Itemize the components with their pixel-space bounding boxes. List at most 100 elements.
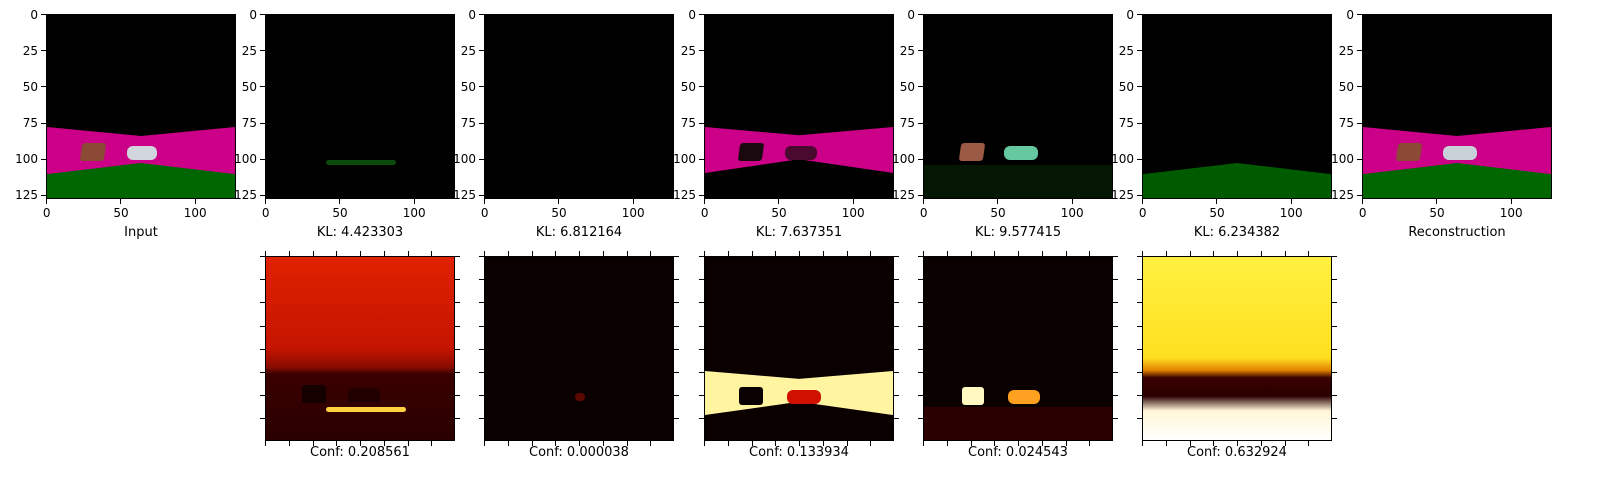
y-tick-label: 0: [249, 7, 257, 22]
x-tick: [46, 199, 48, 204]
y-tick-label: 0: [907, 7, 915, 22]
x-tick-label: 50: [990, 206, 1006, 220]
box-shadow: [302, 385, 326, 403]
y-tick: [260, 348, 265, 350]
y-tick-label: 100: [15, 152, 38, 167]
y-tick: [674, 256, 679, 258]
y-tick: [260, 86, 265, 88]
x-tick-label: 100: [402, 206, 426, 220]
x-tick: [1142, 251, 1144, 256]
y-tick: [1137, 256, 1142, 258]
x-tick-label: 0: [480, 206, 489, 220]
x-tick: [1284, 441, 1286, 446]
y-tick: [479, 394, 484, 396]
x-tick: [1308, 441, 1310, 446]
conf-caption: Conf: 0.632924: [1187, 445, 1287, 460]
y-tick: [1332, 418, 1337, 420]
y-tick: [1137, 122, 1142, 124]
y-tick: [918, 14, 923, 16]
conf-caption: Conf: 0.000038: [529, 445, 629, 460]
car-shadow: [785, 146, 817, 160]
y-tick-label: 100: [673, 152, 696, 167]
y-tick: [1332, 279, 1337, 281]
y-tick-label: 25: [460, 43, 476, 58]
y-tick: [260, 122, 265, 124]
x-tick: [727, 441, 729, 446]
x-tick: [555, 251, 557, 256]
box-object: [1395, 143, 1423, 161]
x-tick: [704, 199, 706, 204]
x-tick-label: 0: [261, 206, 270, 220]
y-tick: [674, 348, 679, 350]
x-tick: [1041, 441, 1043, 446]
y-tick: [918, 158, 923, 160]
x-tick-label: 100: [621, 206, 645, 220]
y-tick: [479, 158, 484, 160]
x-tick: [1018, 441, 1020, 446]
latent-image-3: [704, 14, 894, 199]
y-tick-label: 75: [241, 116, 257, 131]
x-tick: [360, 251, 362, 256]
y-tick: [455, 325, 460, 327]
x-tick: [775, 441, 777, 446]
y-tick: [479, 371, 484, 373]
y-tick: [260, 325, 265, 327]
car-object: [1004, 146, 1038, 160]
y-tick: [1137, 50, 1142, 52]
x-tick: [1213, 251, 1215, 256]
x-tick: [336, 441, 338, 446]
x-tick: [970, 441, 972, 446]
latent-image-1: [265, 14, 455, 199]
x-tick: [626, 441, 628, 446]
x-tick: [602, 441, 604, 446]
y-tick: [260, 371, 265, 373]
x-tick: [339, 199, 341, 204]
y-tick: [1332, 302, 1337, 304]
latent-image-5: [1142, 14, 1332, 199]
panel-caption: Reconstruction: [1408, 225, 1506, 240]
y-tick: [479, 50, 484, 52]
y-tick: [260, 194, 265, 196]
y-tick: [699, 348, 704, 350]
y-tick: [894, 279, 899, 281]
car-hot: [1008, 390, 1040, 404]
y-tick: [1137, 86, 1142, 88]
y-tick: [699, 14, 704, 16]
x-tick-label: 50: [771, 206, 787, 220]
box-object: [79, 143, 107, 161]
y-tick: [455, 348, 460, 350]
x-tick: [407, 441, 409, 446]
y-tick: [674, 394, 679, 396]
y-tick: [479, 418, 484, 420]
y-tick-label: 0: [1126, 7, 1134, 22]
y-tick: [1332, 325, 1337, 327]
y-tick-label: 125: [892, 188, 915, 203]
x-tick: [704, 441, 706, 446]
x-tick: [994, 441, 996, 446]
y-tick-label: 125: [673, 188, 696, 203]
y-tick: [455, 256, 460, 258]
y-tick-label: 100: [1331, 152, 1354, 167]
x-tick: [579, 251, 581, 256]
y-tick: [699, 50, 704, 52]
x-tick: [775, 251, 777, 256]
y-tick: [479, 325, 484, 327]
y-tick-label: 50: [22, 79, 38, 94]
y-tick: [918, 194, 923, 196]
y-tick: [699, 86, 704, 88]
y-tick: [455, 418, 460, 420]
x-tick: [751, 251, 753, 256]
panel-caption: Input: [124, 225, 158, 240]
x-tick: [555, 441, 557, 446]
y-tick: [699, 256, 704, 258]
y-tick: [699, 194, 704, 196]
y-tick-label: 50: [899, 79, 915, 94]
y-tick-label: 50: [241, 79, 257, 94]
x-tick: [650, 251, 652, 256]
y-tick: [918, 86, 923, 88]
x-tick: [120, 199, 122, 204]
y-tick: [1332, 256, 1337, 258]
x-tick: [383, 251, 385, 256]
y-tick: [699, 394, 704, 396]
x-tick: [870, 441, 872, 446]
